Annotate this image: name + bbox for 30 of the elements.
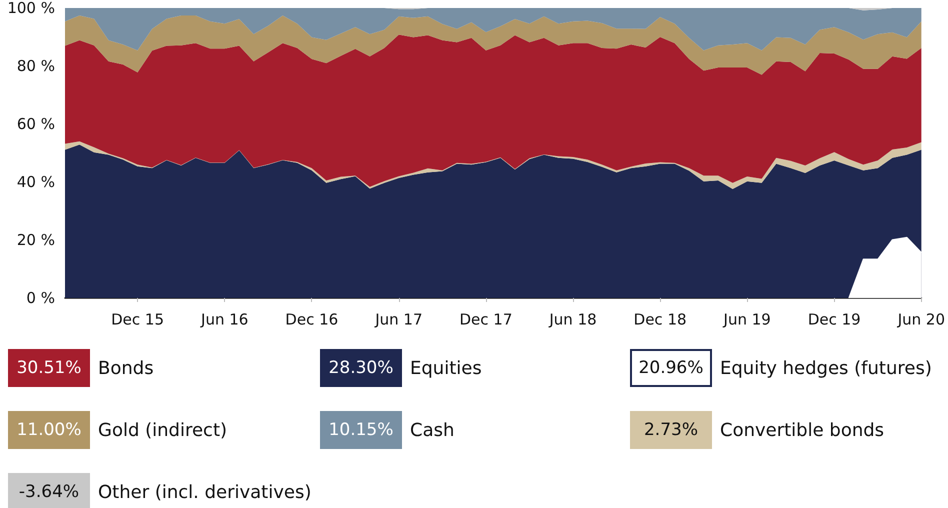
legend-label: Equities [410, 358, 482, 378]
text: 20.96% [630, 349, 712, 387]
legend-label: Other (incl. derivatives) [98, 482, 312, 502]
legend-label: Convertible bonds [720, 420, 884, 440]
x-tick-label: Jun 17 [374, 310, 422, 328]
x-tick-label: Dec 16 [285, 310, 338, 328]
legend-label: Bonds [98, 358, 154, 378]
y-tick-label: 0 % [26, 289, 55, 307]
y-tick-label: 100 % [7, 0, 55, 17]
x-tick-label: Dec 18 [634, 310, 687, 328]
text: 10.15% [320, 411, 402, 449]
x-tick-label: Jun 16 [200, 310, 248, 328]
x-tick-label: Jun 20 [896, 310, 945, 328]
text: 30.51% [8, 349, 90, 387]
y-tick-label: 80 % [16, 57, 55, 75]
legend-label: Gold (indirect) [98, 420, 228, 440]
y-tick-label: 20 % [16, 231, 55, 249]
y-tick-label: 60 % [16, 115, 55, 133]
text: 11.00% [8, 411, 90, 449]
legend-label: Equity hedges (futures) [720, 358, 932, 378]
x-tick-label: Jun 18 [548, 310, 597, 328]
x-tick-label: Dec 17 [459, 310, 512, 328]
text: 2.73% [630, 411, 712, 449]
legend-label: Cash [410, 420, 454, 440]
y-tick-label: 40 % [16, 173, 55, 191]
x-tick-label: Dec 15 [111, 310, 164, 328]
text: -3.64% [8, 473, 90, 508]
x-tick-label: Dec 19 [808, 310, 861, 328]
text: 28.30% [320, 349, 402, 387]
x-tick-label: Jun 19 [722, 310, 771, 328]
